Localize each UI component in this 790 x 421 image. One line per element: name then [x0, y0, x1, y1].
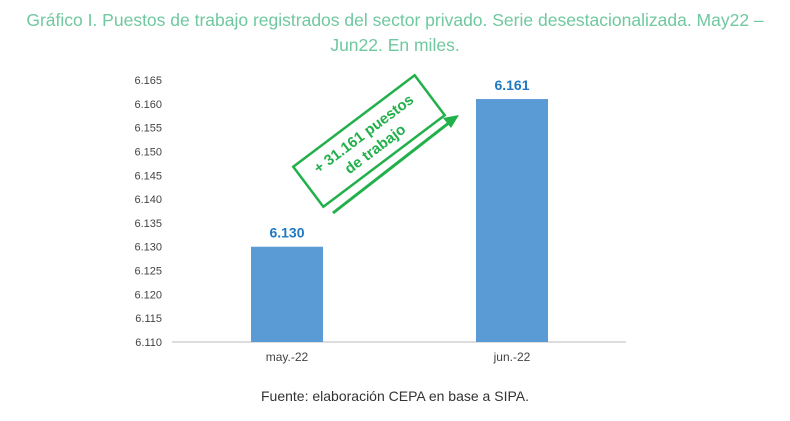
- x-tick-label: jun.-22: [493, 350, 531, 364]
- y-tick-label: 6.125: [134, 266, 162, 278]
- y-tick-label: 6.130: [134, 242, 162, 254]
- y-tick-label: 6.140: [134, 194, 162, 206]
- annotation-border: [291, 73, 447, 209]
- x-tick-label: may.-22: [266, 350, 309, 364]
- y-tick-label: 6.120: [134, 289, 162, 301]
- y-tick-label: 6.160: [134, 99, 162, 111]
- y-tick-label: 6.110: [135, 337, 162, 349]
- bar-jun.-22: [476, 99, 548, 343]
- y-tick-label: 6.165: [134, 75, 162, 87]
- y-tick-label: 6.115: [135, 313, 162, 325]
- y-tick-label: 6.135: [134, 218, 162, 230]
- increase-arrow-line: [332, 120, 451, 215]
- data-label: 6.130: [269, 225, 304, 241]
- increase-arrow-icon: [443, 115, 459, 128]
- data-label: 6.161: [494, 77, 529, 93]
- chart-title: Gráfico I. Puestos de trabajo registrado…: [26, 10, 764, 55]
- bar-may.-22: [251, 246, 323, 342]
- y-axis: 6.110 6.115 6.120 6.125 6.130 6.135 6.140 6.145…: [134, 75, 162, 349]
- y-tick-label: 6.150: [134, 146, 162, 158]
- chart-source: Fuente: elaboración CEPA en base a SIPA.: [261, 388, 529, 404]
- y-tick-label: 6.155: [134, 123, 162, 135]
- annotation-box: + 31.161 puestos de trabajo: [291, 73, 447, 209]
- y-tick-label: 6.145: [134, 170, 162, 182]
